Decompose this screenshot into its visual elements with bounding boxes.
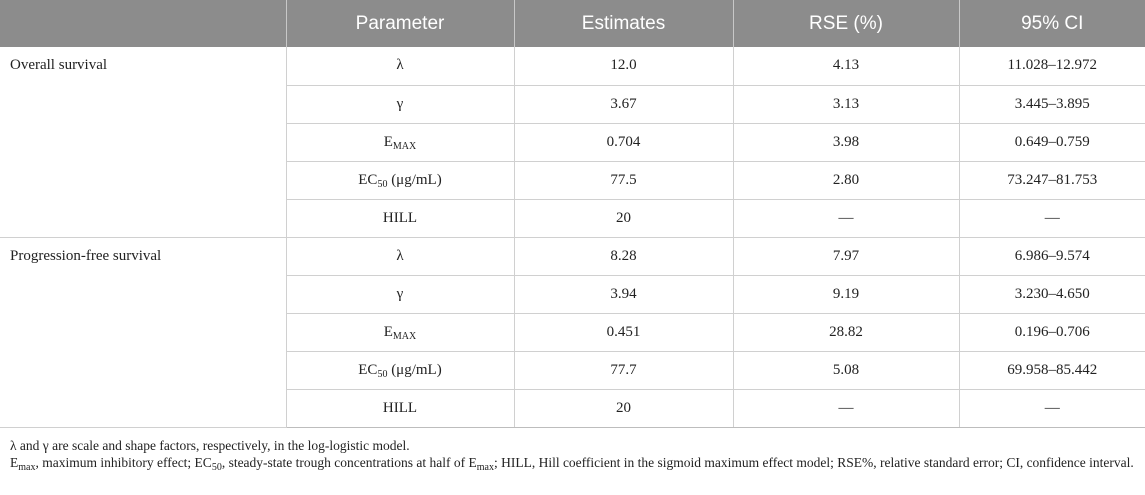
parameter-symbol: HILL: [382, 399, 418, 416]
group-label: Overall survival: [0, 47, 286, 238]
estimate-cell: 0.704: [513, 123, 733, 162]
footnote-part-d: ; HILL, Hill coefficient in the sigmoid …: [493, 455, 1134, 470]
parameter-cell: HILL: [285, 389, 514, 428]
estimate-cell: 8.28: [513, 237, 733, 276]
parameter-label: γ: [397, 96, 404, 112]
footnote-part-c: , steady-state trough concentrations at …: [221, 455, 477, 470]
parameter-symbol: λ: [396, 247, 404, 264]
table-row: EC50 (μg/mL) 77.7 5.08 69.958–85.442: [0, 351, 1145, 390]
parameter-symbol: γ: [396, 95, 404, 112]
parameter-label: HILL: [383, 210, 417, 226]
header-parameter: Parameter: [285, 0, 514, 47]
ci-cell: 3.445–3.895: [958, 85, 1145, 124]
parameter-cell: EMAX: [285, 313, 514, 352]
parameter-cell: EC50 (μg/mL): [285, 161, 514, 200]
parameter-subscript: 50: [377, 368, 388, 380]
parameter-symbol: λ: [396, 57, 404, 74]
parameter-symbol: E: [383, 133, 393, 150]
table-row: EMAX 0.704 3.98 0.649–0.759: [0, 123, 1145, 162]
footnote-sub-a: max: [18, 462, 36, 473]
ci-cell: 6.986–9.574: [958, 237, 1145, 276]
rse-cell: 7.97: [732, 237, 959, 276]
estimate-cell: 20: [513, 389, 733, 428]
rse-cell: 4.13: [732, 47, 959, 86]
estimate-cell: 77.7: [513, 351, 733, 390]
rse-cell: —: [732, 389, 959, 428]
table-row: γ 3.67 3.13 3.445–3.895: [0, 85, 1145, 124]
estimate-cell: 77.5: [513, 161, 733, 200]
parameter-cell: λ: [285, 237, 514, 276]
ci-cell: 3.230–4.650: [958, 275, 1145, 314]
parameter-label: HILL: [383, 400, 417, 416]
rse-cell: 5.08: [732, 351, 959, 390]
ci-cell: 11.028–12.972: [958, 47, 1145, 86]
footnote-sub-c: max: [476, 462, 494, 473]
table-row: HILL 20— —: [0, 389, 1145, 428]
parameter-subscript: MAX: [392, 140, 417, 152]
ci-cell: 73.247–81.753: [958, 161, 1145, 200]
header-estimates: Estimates: [513, 0, 733, 47]
parameter-label: EMAX: [383, 323, 417, 342]
parameter-cell: γ: [285, 275, 514, 314]
footnote-line-1: λ and γ are scale and shape factors, res…: [10, 438, 410, 453]
ci-cell: 0.649–0.759: [958, 123, 1145, 162]
parameter-label: EC50 (μg/mL): [358, 171, 442, 190]
parameter-cell: HILL: [285, 199, 514, 238]
parameter-cell: EC50 (μg/mL): [285, 351, 514, 390]
parameter-unit: (μg/mL): [387, 171, 442, 188]
parameter-label: EMAX: [383, 133, 417, 152]
group-label: Progression-free survival: [0, 237, 286, 428]
rse-cell: 28.82: [732, 313, 959, 352]
parameter-label: λ: [396, 57, 403, 73]
table-row: Progression-free survival λ 8.28 7.97 6.986–…: [0, 237, 1145, 428]
footnote-part-b: , maximum inhibitory effect; EC: [35, 455, 212, 470]
parameter-subscript: MAX: [392, 330, 417, 342]
parameter-table: Parameter Estimates RSE (%) 95% CI Overa…: [0, 0, 1145, 428]
parameter-label: λ: [396, 248, 403, 264]
footnote-line-2: Emax, maximum inhibitory effect; EC50, s…: [10, 454, 1135, 473]
rse-cell: 3.98: [732, 123, 959, 162]
footnote-part-a: E: [10, 455, 19, 470]
ci-cell: 69.958–85.442: [958, 351, 1145, 390]
ci-cell: —: [958, 389, 1145, 428]
rse-cell: 9.19: [732, 275, 959, 314]
parameter-symbol: E: [383, 323, 393, 340]
parameter-symbol: EC: [358, 361, 378, 378]
rse-cell: 2.80: [732, 161, 959, 200]
table-body: Overall survival λ 12.0 4.13 11.028–12.972 γ 3…: [0, 47, 1145, 428]
table-row: γ 3.94 9.19 3.230–4.650: [0, 275, 1145, 314]
estimate-cell: 20: [513, 199, 733, 238]
estimate-cell: 3.94: [513, 275, 733, 314]
estimate-cell: 3.67: [513, 85, 733, 124]
ci-cell: —: [958, 199, 1145, 238]
parameter-cell: EMAX: [285, 123, 514, 162]
rse-cell: —: [732, 199, 959, 238]
parameter-symbol: HILL: [382, 209, 418, 226]
parameter-cell: λ: [285, 47, 514, 86]
parameter-symbol: γ: [396, 285, 404, 302]
ci-cell: 0.196–0.706: [958, 313, 1145, 352]
parameter-label: γ: [397, 286, 404, 302]
table-row: HILL 20— —: [0, 199, 1145, 238]
table-row: EC50 (μg/mL) 77.5 2.80 73.247–81.753: [0, 161, 1145, 200]
estimate-cell: 0.451: [513, 313, 733, 352]
estimate-cell: 12.0: [513, 47, 733, 86]
parameter-cell: γ: [285, 85, 514, 124]
parameter-unit: (μg/mL): [387, 361, 442, 378]
header-empty-cell: [0, 0, 286, 47]
header-rse: RSE (%): [732, 0, 959, 47]
parameter-subscript: 50: [377, 178, 388, 190]
parameter-symbol: EC: [358, 171, 378, 188]
rse-cell: 3.13: [732, 85, 959, 124]
footnote-sub-b: 50: [211, 462, 222, 473]
table-footnotes: λ and γ are scale and shape factors, res…: [10, 437, 1135, 473]
table-row: Overall survival λ 12.0 4.13 11.028–12.972: [0, 47, 1145, 238]
header-ci: 95% CI: [958, 0, 1145, 47]
table-row: EMAX 0.451 28.82 0.196–0.706: [0, 313, 1145, 352]
table-header-row: Parameter Estimates RSE (%) 95% CI: [0, 0, 1145, 47]
parameter-label: EC50 (μg/mL): [358, 361, 442, 380]
